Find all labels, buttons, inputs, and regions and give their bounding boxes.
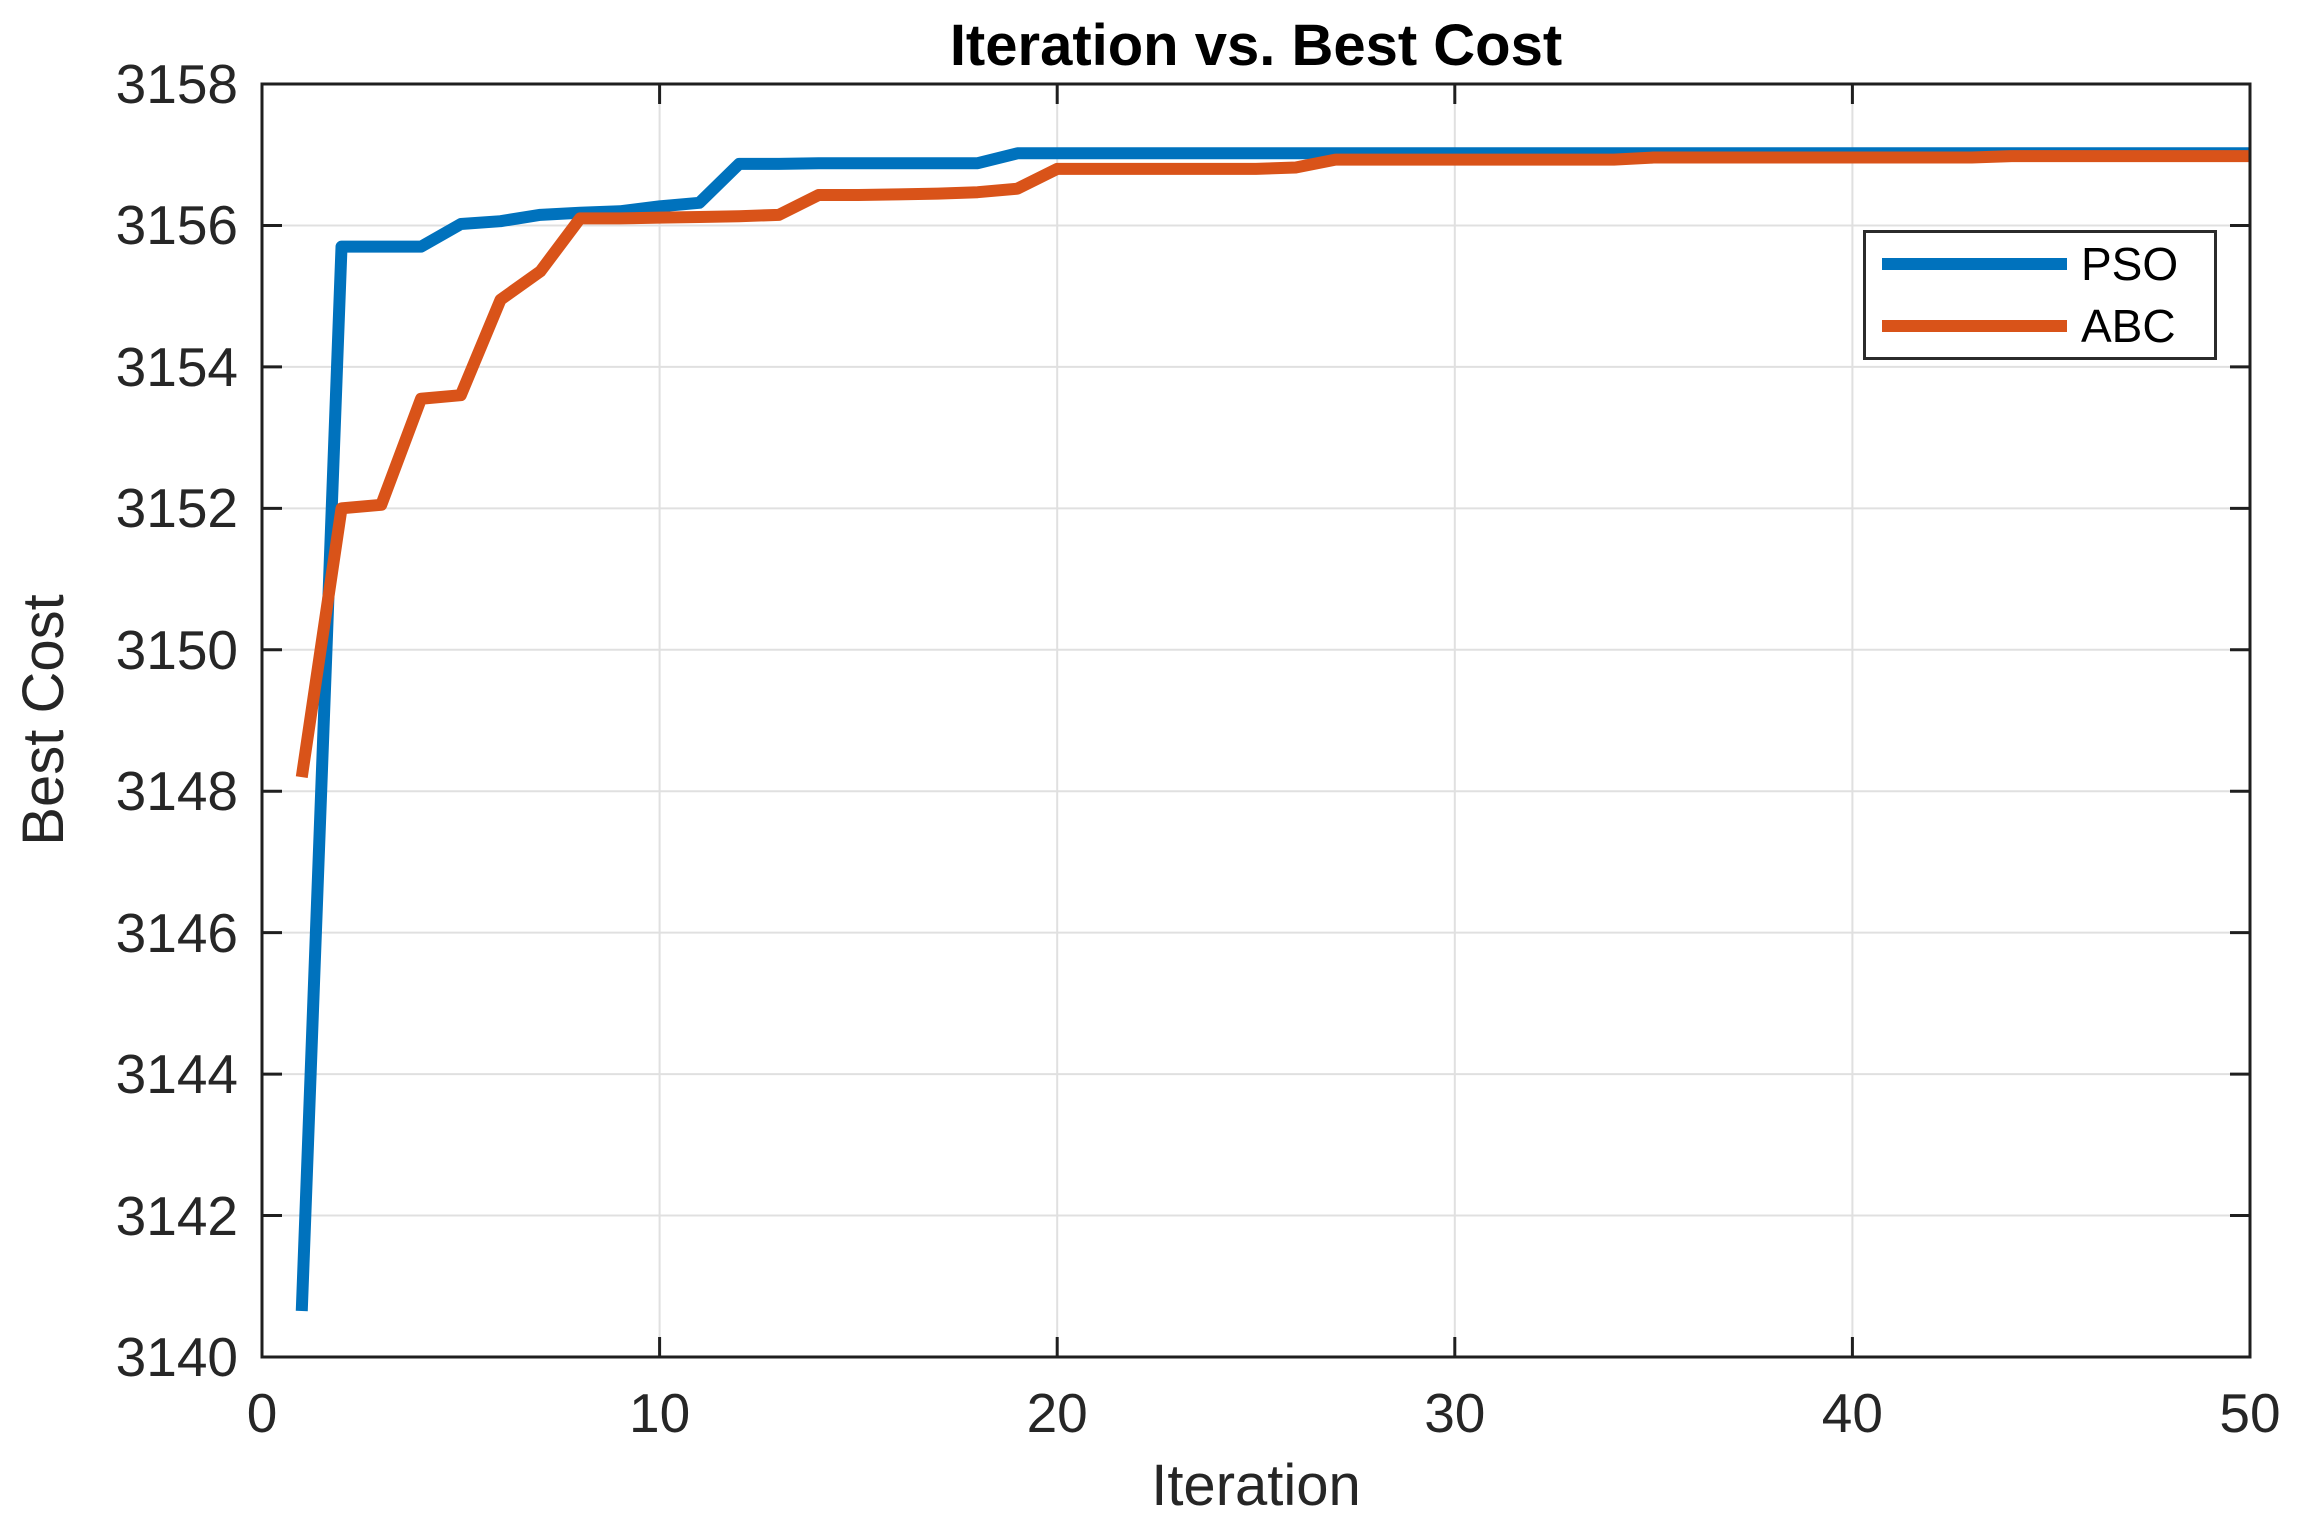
y-tick-label-3154: 3154	[115, 335, 238, 398]
y-tick-label-3156: 3156	[115, 194, 238, 257]
y-tick-label-3140: 3140	[115, 1326, 238, 1388]
y-tick-label-3142: 3142	[115, 1184, 238, 1247]
x-tick-label-10: 10	[629, 1382, 691, 1444]
pso-line-swatch	[1882, 258, 2067, 270]
y-tick-label-3144: 3144	[115, 1043, 238, 1106]
y-tick-label-3158: 3158	[115, 53, 238, 115]
x-tick-label-40: 40	[1821, 1382, 1883, 1444]
y-tick-label-3150: 3150	[115, 618, 238, 681]
abc-series-line	[295, 150, 2250, 778]
legend-label-pso: PSO	[2081, 238, 2179, 290]
y-tick-label-3146: 3146	[115, 901, 238, 964]
legend-item-abc: ABC	[1866, 297, 2214, 355]
x-tick-label-30: 30	[1424, 1382, 1486, 1444]
legend: PSO ABC	[1863, 230, 2217, 360]
legend-label-abc: ABC	[2081, 300, 2176, 352]
y-tick-label-3148: 3148	[115, 760, 238, 823]
y-axis-label: Best Cost	[11, 594, 76, 846]
abc-line-swatch	[1882, 320, 2067, 332]
x-tick-label-0: 0	[246, 1382, 278, 1444]
axes-box	[260, 82, 2252, 1359]
chart-title: Iteration vs. Best Cost	[949, 13, 1563, 78]
x-tick-label-50: 50	[2219, 1382, 2281, 1444]
legend-item-pso: PSO	[1866, 235, 2214, 293]
x-axis-label: Iteration	[1151, 1453, 1361, 1518]
y-tick-label-3152: 3152	[115, 477, 238, 540]
x-tick-label-20: 20	[1026, 1382, 1088, 1444]
